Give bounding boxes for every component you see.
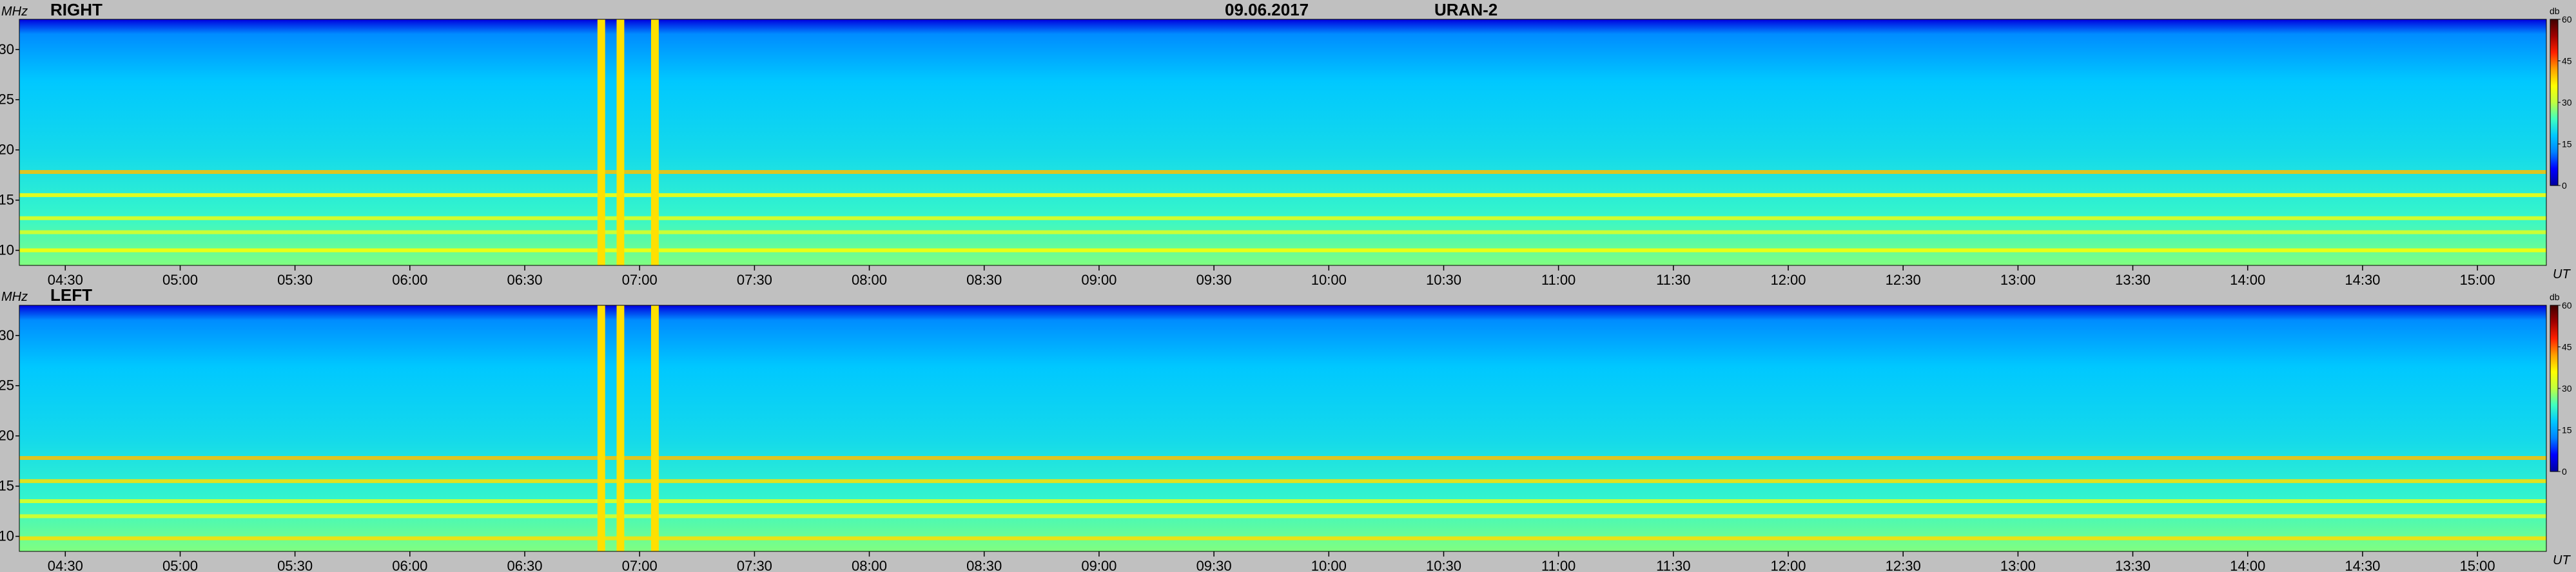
x-tick-label-right-1000: 10:00 [1311,272,1347,288]
y-tick-label-left-30: 30 [0,327,14,343]
x-tick-label-right-0900: 09:00 [1081,272,1117,288]
colorbar-tick-label-right-15: 15 [2562,139,2572,149]
x-tick-label-left-1500: 15:00 [2460,558,2495,572]
plot-frame-right [19,19,2547,266]
y-tick-label-right-30: 30 [0,41,14,57]
x-tick-label-left-1400: 14:00 [2230,558,2265,572]
header-instrument: URAN-2 [1434,0,1498,19]
x-tick-label-left-1130: 11:30 [1656,558,1690,572]
x-tick-label-left-0830: 08:30 [966,558,1002,572]
band-right-2 [19,216,2546,220]
y-unit-label-top: MHz [1,5,28,19]
x-tick-label-left-0900: 09:00 [1081,558,1117,572]
band-left-3 [19,514,2546,519]
spectrogram-left-background [19,305,2546,551]
colorbar-tick-label-right-60: 60 [2562,14,2572,24]
x-tick-label-right-1430: 14:30 [2345,272,2380,288]
x-tick-label-left-0530: 05:30 [277,558,313,572]
x-tick-label-right-1330: 13:30 [2115,272,2151,288]
x-tick-label-left-0630: 06:30 [507,558,542,572]
colorbar-tick-label-left-30: 30 [2562,383,2572,394]
x-tick-label-left-1430: 14:30 [2345,558,2380,572]
x-tick-label-right-1100: 11:00 [1541,272,1576,288]
panels-layer: 10 15 20 25 30 04:30 05:00 05:30 06:00 06:30 07:00… [0,14,2572,572]
y-tick-label-right-10: 10 [0,242,14,258]
x-tick-label-left-1330: 13:30 [2115,558,2151,572]
burst-right-2 [651,19,659,265]
y-tick-label-left-15: 15 [0,478,14,494]
band-left-1 [19,479,2546,483]
x-tick-label-right-0930: 09:30 [1196,272,1232,288]
band-left-0 [19,456,2546,460]
x-tick-label-right-0700: 07:00 [622,272,658,288]
colorbar-tick-label-left-15: 15 [2562,425,2572,435]
x-tick-label-left-0930: 09:30 [1196,558,1232,572]
band-right-3 [19,230,2546,234]
band-left-2 [19,499,2546,503]
y-tick-label-right-20: 20 [0,142,14,158]
x-unit-label-bottom: UT [2553,553,2571,567]
x-tick-label-left-0700: 07:00 [622,558,658,572]
y-tick-label-right-25: 25 [0,91,14,108]
x-tick-label-right-0530: 05:30 [277,272,313,288]
x-tick-label-left-1200: 12:00 [1770,558,1806,572]
x-tick-label-right-0800: 08:00 [852,272,887,288]
burst-left-0 [597,305,605,551]
burst-right-1 [616,19,625,265]
spectrogram-right-background [19,19,2546,265]
burst-left-1 [616,305,625,551]
x-tick-label-left-1100: 11:00 [1541,558,1576,572]
x-tick-label-left-1230: 12:30 [1886,558,1921,572]
y-tick-label-left-10: 10 [0,528,14,544]
colorbar-left [2550,305,2559,472]
panel-label-right: RIGHT [50,0,102,19]
x-tick-label-right-0600: 06:00 [392,272,427,288]
colorbar-tick-label-left-45: 45 [2562,342,2572,352]
x-tick-label-left-0430: 04:30 [48,558,83,572]
colorbar-tick-label-left-60: 60 [2562,300,2572,310]
band-right-4 [19,248,2546,253]
band-right-1 [19,193,2546,197]
x-tick-label-left-0730: 07:30 [737,558,772,572]
panel-label-left: LEFT [50,285,92,305]
plot-frame-left [19,305,2547,552]
x-tick-label-right-1500: 15:00 [2460,272,2495,288]
band-right-0 [19,170,2546,174]
x-unit-label-top: UT [2553,267,2571,281]
x-tick-label-right-0830: 08:30 [966,272,1002,288]
x-tick-label-right-1130: 11:30 [1656,272,1690,288]
x-tick-label-right-1400: 14:00 [2230,272,2265,288]
colorbar-right [2550,19,2559,186]
x-tick-label-left-1000: 10:00 [1311,558,1347,572]
colorbar-tick-label-right-0: 0 [2562,180,2567,191]
y-unit-label-bottom: MHz [1,290,28,304]
x-tick-label-right-1200: 12:00 [1770,272,1806,288]
band-left-4 [19,536,2546,540]
burst-left-2 [651,305,659,551]
x-tick-label-left-0500: 05:00 [162,558,198,572]
x-tick-label-right-0730: 07:30 [737,272,772,288]
colorbar-tick-label-left-0: 0 [2562,466,2567,477]
x-tick-label-right-0500: 05:00 [162,272,198,288]
x-tick-label-right-1300: 13:00 [2000,272,2036,288]
x-tick-label-left-1300: 13:00 [2000,558,2036,572]
x-tick-label-right-1030: 10:30 [1426,272,1461,288]
header-date: 09.06.2017 [1225,0,1309,19]
colorbar-tick-label-right-30: 30 [2562,97,2572,108]
colorbar-tick-label-right-45: 45 [2562,56,2572,66]
x-tick-label-right-0430: 04:30 [48,272,83,288]
y-tick-label-left-20: 20 [0,428,14,444]
x-tick-label-right-0630: 06:30 [507,272,542,288]
y-tick-label-right-15: 15 [0,192,14,208]
x-tick-label-left-0600: 06:00 [392,558,427,572]
x-tick-label-left-0800: 08:00 [852,558,887,572]
colorbar-unit-top: db [2550,6,2560,16]
burst-right-0 [597,19,605,265]
x-tick-label-left-1030: 10:30 [1426,558,1461,572]
x-tick-label-right-1230: 12:30 [1886,272,1921,288]
y-tick-label-left-25: 25 [0,377,14,394]
colorbar-unit-bottom: db [2550,292,2560,302]
